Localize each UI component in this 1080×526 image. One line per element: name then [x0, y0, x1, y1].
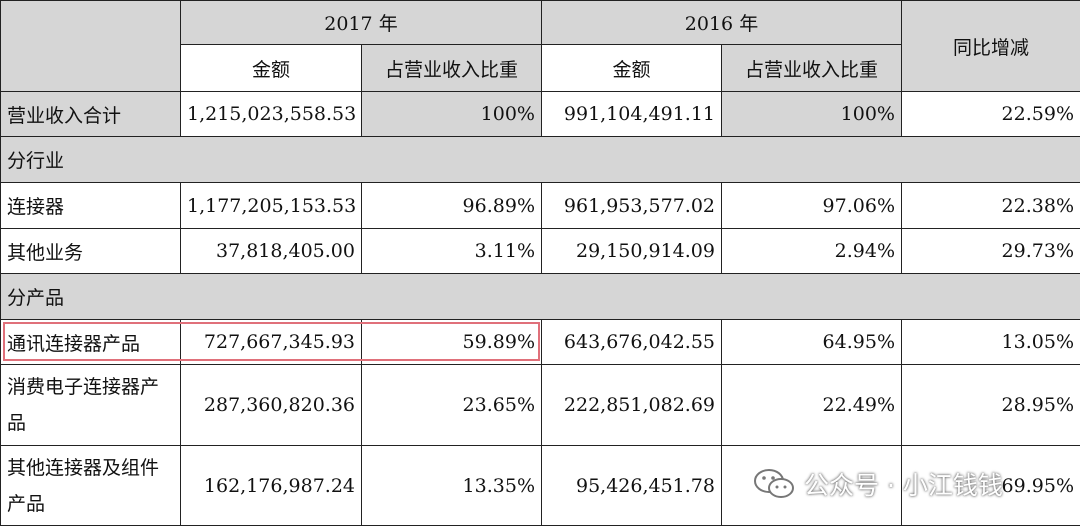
watermark-text: 公众号 · 小江钱钱	[804, 466, 1003, 502]
ratio-2017-cell: 3.11%	[362, 229, 542, 274]
ratio-2016-cell: 100%	[722, 92, 902, 137]
header-amount-2017: 金额	[181, 45, 362, 92]
amount-2016-cell: 29,150,914.09	[542, 229, 722, 274]
row-label: 其他业务	[1, 229, 181, 274]
row-label: 通讯连接器产品	[1, 320, 181, 365]
table-row: 连接器 1,177,205,153.53 96.89% 961,953,577.…	[1, 183, 1080, 229]
ratio-2017-cell: 100%	[362, 92, 542, 137]
ratio-2017-cell: 13.35%	[362, 446, 542, 526]
yoy-cell: 22.38%	[902, 183, 1080, 229]
row-label: 其他连接器及组件产品	[1, 446, 181, 526]
ratio-2017-cell: 96.89%	[362, 183, 542, 229]
amount-2016-cell: 961,953,577.02	[542, 183, 722, 229]
amount-2016-cell: 95,426,451.78	[542, 446, 722, 526]
header-ratio-2016: 占营业收入比重	[722, 45, 902, 92]
amount-2017-cell: 1,177,205,153.53	[181, 183, 362, 229]
section-industry: 分行业	[1, 137, 1080, 183]
amount-2017-cell: 162,176,987.24	[181, 446, 362, 526]
header-ratio-2017: 占营业收入比重	[362, 45, 542, 92]
ratio-2017-cell: 59.89%	[362, 320, 542, 365]
ratio-2016-cell: 64.95%	[722, 320, 902, 365]
header-year-2016: 2016 年	[542, 1, 902, 45]
amount-2016-cell: 991,104,491.11	[542, 92, 722, 137]
ratio-2016-cell: 22.49%	[722, 365, 902, 446]
amount-2016-cell: 222,851,082.69	[542, 365, 722, 446]
yoy-cell: 29.73%	[902, 229, 1080, 274]
table-row: 其他业务 37,818,405.00 3.11% 29,150,914.09 2…	[1, 229, 1080, 274]
amount-2016-cell: 643,676,042.55	[542, 320, 722, 365]
header-amount-2016: 金额	[542, 45, 722, 92]
header-year-2017: 2017 年	[181, 1, 542, 45]
amount-2017-cell: 287,360,820.36	[181, 365, 362, 446]
table-row: 通讯连接器产品 727,667,345.93 59.89% 643,676,04…	[1, 320, 1080, 365]
row-label: 连接器	[1, 183, 181, 229]
amount-2017-cell: 1,215,023,558.53	[181, 92, 362, 137]
header-blank-cell	[1, 1, 181, 92]
row-label: 营业收入合计	[1, 92, 181, 137]
ratio-2016-cell: 97.06%	[722, 183, 902, 229]
table-row-total: 营业收入合计 1,215,023,558.53 100% 991,104,491…	[1, 92, 1080, 137]
wechat-icon	[752, 467, 796, 501]
row-label: 消费电子连接器产品	[1, 365, 181, 446]
yoy-cell: 13.05%	[902, 320, 1080, 365]
ratio-2016-cell: 2.94%	[722, 229, 902, 274]
ratio-2017-cell: 23.65%	[362, 365, 542, 446]
section-product: 分产品	[1, 274, 1080, 320]
watermark: 公众号 · 小江钱钱	[752, 458, 1003, 510]
yoy-cell: 28.95%	[902, 365, 1080, 446]
amount-2017-cell: 37,818,405.00	[181, 229, 362, 274]
table-row: 消费电子连接器产品 287,360,820.36 23.65% 222,851,…	[1, 365, 1080, 446]
amount-2017-cell: 727,667,345.93	[181, 320, 362, 365]
header-yoy: 同比增减	[902, 1, 1080, 92]
yoy-cell: 22.59%	[902, 92, 1080, 137]
